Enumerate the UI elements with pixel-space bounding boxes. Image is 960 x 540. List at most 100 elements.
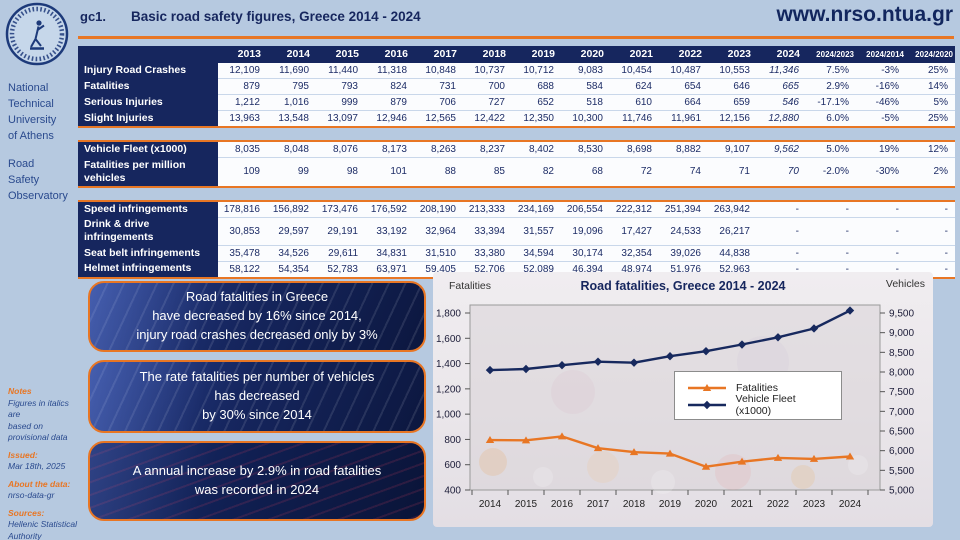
value-cell: 213,333 [463,200,512,218]
value-cell: 7.5% [806,63,856,79]
value-cell: 32,354 [610,245,659,262]
seal-text-ring [9,6,65,62]
sidebar-notes: Notes Figures in italics are based on pr… [8,386,78,540]
value-cell: 659 [708,94,757,111]
legend-entry: Vehicle Fleet (x1000) [687,393,833,417]
table-row: Vehicle Fleet (x1000) 8,035 8,048 8,076 8,17… [78,141,955,158]
value-cell: 33,192 [365,217,414,246]
dept-name: Road Safety Observatory [8,158,68,202]
fatalities-chart: Fatalities Road fatalities, Greece 2014 … [433,272,933,527]
value-cell: 32,964 [414,217,463,246]
row-label: Injury Road Crashes [78,63,218,79]
page-title: Basic road safety figures, Greece 2014 -… [131,9,421,24]
svg-text:1,000: 1,000 [436,410,461,421]
year-column-header: 2024 [757,46,806,63]
row-label: Fatalities [78,78,218,95]
value-cell: 98 [316,157,365,187]
prometheus-figure [30,20,45,50]
ntua-logo [5,2,69,66]
callouts: Road fatalities in Greece have decreased… [88,281,426,521]
value-cell: -5% [856,110,906,127]
value-cell: 999 [316,94,365,111]
legend-label: Fatalities [736,381,779,394]
issued-label: Issued: [8,449,38,460]
svg-text:800: 800 [444,435,461,446]
about-label: About the data: [8,478,71,489]
value-cell: 82 [512,157,561,187]
table-row: Fatalities 879 795 793 824 731 700 688 584 624 654… [78,78,955,95]
value-cell: 33,394 [463,217,512,246]
value-cell: 85 [463,157,512,187]
site-url-link[interactable]: www.nrso.ntua.gr [776,3,953,26]
value-cell: 178,816 [218,200,267,218]
svg-text:2024: 2024 [839,499,862,510]
value-cell: 727 [463,94,512,111]
value-cell: 24,533 [659,217,708,246]
row-label: Helmet infringements [78,261,218,278]
bokeh-decoration [551,370,595,414]
value-cell: 1,016 [267,94,316,111]
value-cell: 12% [906,141,955,158]
series-vehicle-fleet-x1000- [485,306,855,375]
value-cell: 11,746 [610,110,659,127]
value-cell: 8,698 [610,141,659,158]
value-cell: 39,026 [659,245,708,262]
value-cell: 70 [757,157,806,187]
value-cell: 1,212 [218,94,267,111]
figure-code: gc1. [80,9,107,24]
value-cell: 109 [218,157,267,187]
value-cell: - [856,217,906,246]
value-cell: 546 [757,94,806,111]
value-cell: 11,440 [316,63,365,79]
bokeh-decoration [587,451,619,483]
value-cell: 72 [610,157,659,187]
bokeh-decoration [791,465,815,489]
value-cell: 706 [414,94,463,111]
value-cell: 12,422 [463,110,512,127]
value-cell: 71 [708,157,757,187]
table-row: Slight Injuries 13,963 13,548 13,097 12,946 1… [78,110,955,127]
notes-label: Notes [8,386,32,396]
value-cell: 34,831 [365,245,414,262]
about-value-link[interactable]: nrso-data-gr [8,490,55,500]
value-cell: 176,592 [365,200,414,218]
chart-legend: Fatalities Vehicle Fleet (x1000) [674,371,842,420]
value-cell: -17.1% [806,94,856,111]
value-cell: 234,169 [512,200,561,218]
value-cell: 19,096 [561,217,610,246]
value-cell: -46% [856,94,906,111]
bokeh-decoration [651,470,675,494]
svg-text:2019: 2019 [659,499,682,510]
value-cell: -16% [856,78,906,95]
value-cell: 6.0% [806,110,856,127]
value-cell: 518 [561,94,610,111]
value-cell: 665 [757,78,806,95]
svg-text:1,800: 1,800 [436,309,461,320]
stats-tables: 2013 2014 2015 2016 2017 2018 2019 2020 2021 2022… [78,46,955,279]
value-cell: 11,961 [659,110,708,127]
value-cell: -2.0% [806,157,856,187]
legend-marker-icon [688,400,726,409]
svg-text:2017: 2017 [587,499,610,510]
year-column-header: 2021 [610,46,659,63]
value-cell: 263,942 [708,200,757,218]
svg-text:1,200: 1,200 [436,384,461,395]
value-cell: 824 [365,78,414,95]
value-cell: 2.9% [806,78,856,95]
value-cell: 156,892 [267,200,316,218]
value-cell: 222,312 [610,200,659,218]
ratio-column-header: 2024/2023 [806,46,856,63]
value-cell: 10,737 [463,63,512,79]
row-label: Fatalities per million vehicles [78,157,218,187]
series-fatalities [485,432,855,470]
legend-label: Vehicle Fleet (x1000) [735,392,796,417]
svg-text:2018: 2018 [623,499,646,510]
value-cell: 8,263 [414,141,463,158]
row-label: Slight Injuries [78,110,218,127]
svg-text:5,000: 5,000 [889,486,914,497]
value-cell: 12,156 [708,110,757,127]
value-cell: 688 [512,78,561,95]
year-column-header: 2015 [316,46,365,63]
bokeh-decoration [533,467,553,487]
